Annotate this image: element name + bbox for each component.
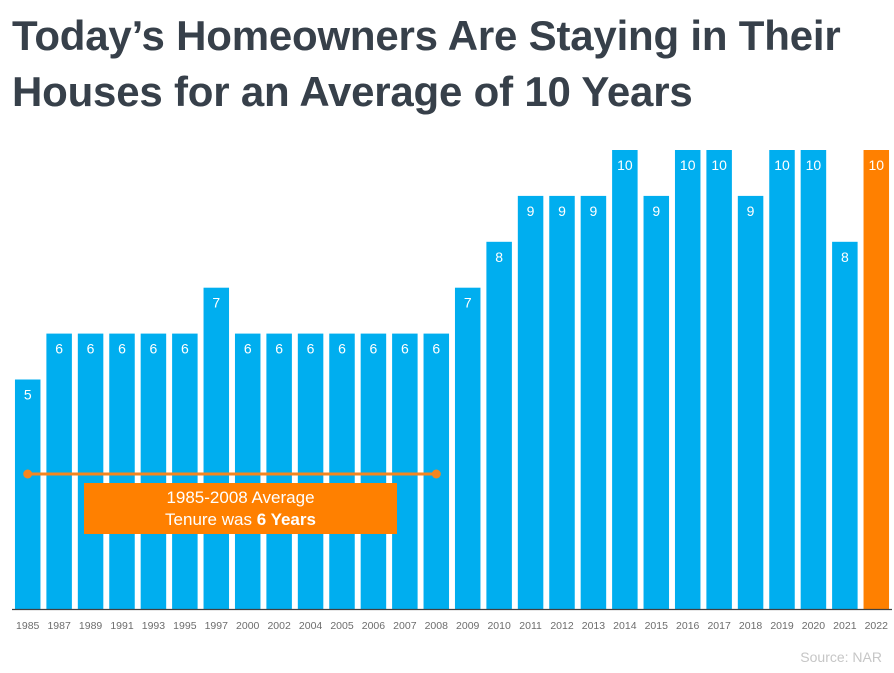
x-tick-label-2005: 2005 bbox=[330, 620, 354, 632]
x-tick-label-2014: 2014 bbox=[613, 620, 637, 632]
bar-2005 bbox=[329, 333, 355, 609]
chart-title: Today’s Homeowners Are Staying in Their … bbox=[12, 12, 841, 115]
bar-2019 bbox=[769, 150, 795, 609]
x-tick-label-2010: 2010 bbox=[487, 620, 511, 632]
data-label-2000: 6 bbox=[244, 341, 252, 357]
callout-line-1: 1985-2008 Average bbox=[166, 488, 315, 507]
data-label-2012: 9 bbox=[558, 203, 566, 219]
x-tick-label-1997: 1997 bbox=[205, 620, 229, 632]
callout-line-2-prefix: Tenure was bbox=[165, 510, 257, 529]
x-tick-label-2018: 2018 bbox=[739, 620, 763, 632]
x-tick-label-2015: 2015 bbox=[645, 620, 669, 632]
x-tick-label-2009: 2009 bbox=[456, 620, 480, 632]
callout-line-2-bold: 6 Years bbox=[256, 510, 316, 529]
x-tick-label-1995: 1995 bbox=[173, 620, 197, 632]
data-label-2014: 10 bbox=[617, 157, 633, 173]
source-note: Source: NAR bbox=[800, 649, 882, 665]
bar-2022 bbox=[863, 150, 890, 609]
data-label-group: 5 6 6 6 6 6 7 6 6 6 6 6 6 6 7 8 9 9 9 10 9 10 10 9 10 10 8 10 bbox=[24, 157, 884, 403]
data-label-2018: 9 bbox=[747, 203, 755, 219]
bar-2013 bbox=[580, 195, 607, 609]
data-label-2008: 6 bbox=[432, 341, 440, 357]
x-tick-label-1989: 1989 bbox=[79, 620, 103, 632]
data-label-1985: 5 bbox=[24, 387, 32, 403]
bar-2002 bbox=[266, 333, 292, 609]
data-label-1987: 6 bbox=[55, 341, 63, 357]
average-line-group bbox=[23, 469, 441, 479]
data-label-1991: 6 bbox=[118, 341, 126, 357]
average-line-end-dot bbox=[431, 469, 441, 479]
bar-2015 bbox=[643, 195, 670, 609]
x-tick-label-2021: 2021 bbox=[833, 620, 857, 632]
data-label-2022: 10 bbox=[868, 157, 884, 173]
data-label-2005: 6 bbox=[338, 341, 346, 357]
data-label-1989: 6 bbox=[87, 341, 95, 357]
data-label-2009: 7 bbox=[464, 295, 472, 311]
bar-2017 bbox=[706, 150, 732, 609]
bar-2014 bbox=[612, 150, 638, 609]
data-label-2006: 6 bbox=[370, 341, 378, 357]
x-tick-label-2017: 2017 bbox=[707, 620, 731, 632]
data-label-2011: 9 bbox=[527, 203, 535, 219]
x-tick-label-2007: 2007 bbox=[393, 620, 417, 632]
x-tick-label-group: 1985 1987 1989 1991 1993 1995 1997 2000 2002 2004… bbox=[16, 620, 888, 632]
x-tick-label-1993: 1993 bbox=[142, 620, 166, 632]
bar-2004 bbox=[297, 333, 324, 609]
x-tick-label-2008: 2008 bbox=[425, 620, 449, 632]
data-label-2004: 6 bbox=[307, 341, 315, 357]
x-tick-label-2016: 2016 bbox=[676, 620, 700, 632]
bar-2021 bbox=[832, 241, 858, 610]
bar-2010 bbox=[486, 241, 512, 610]
bar-1987 bbox=[46, 333, 72, 609]
x-tick-label-1991: 1991 bbox=[110, 620, 134, 632]
x-tick-label-2020: 2020 bbox=[802, 620, 826, 632]
bar-2020 bbox=[800, 150, 827, 609]
bar-2000 bbox=[234, 333, 261, 609]
bar-2018 bbox=[737, 195, 764, 609]
data-label-2002: 6 bbox=[275, 341, 283, 357]
callout-line-2: Tenure was 6 Years bbox=[84, 509, 397, 531]
bar-group bbox=[14, 150, 890, 610]
bar-2007 bbox=[392, 333, 418, 609]
data-label-2016: 10 bbox=[680, 157, 696, 173]
bar-1989 bbox=[77, 333, 104, 609]
data-label-2017: 10 bbox=[711, 157, 727, 173]
bar-2006 bbox=[360, 333, 387, 609]
bar-2012 bbox=[549, 195, 575, 609]
x-tick-label-2022: 2022 bbox=[865, 620, 889, 632]
x-tick-label-2013: 2013 bbox=[582, 620, 606, 632]
data-label-1997: 7 bbox=[212, 295, 220, 311]
x-tick-label-1987: 1987 bbox=[47, 620, 71, 632]
bar-1985 bbox=[14, 379, 41, 609]
x-tick-label-2000: 2000 bbox=[236, 620, 260, 632]
bar-1991 bbox=[109, 333, 135, 609]
bar-2011 bbox=[517, 195, 544, 609]
bar-1993 bbox=[140, 333, 167, 609]
data-label-2020: 10 bbox=[806, 157, 822, 173]
x-tick-label-2006: 2006 bbox=[362, 620, 386, 632]
bar-1997 bbox=[203, 287, 230, 609]
x-tick-label-2012: 2012 bbox=[550, 620, 574, 632]
data-label-2010: 8 bbox=[495, 249, 503, 265]
data-label-2021: 8 bbox=[841, 249, 849, 265]
bar-2009 bbox=[454, 287, 481, 609]
average-line-start-dot bbox=[23, 469, 33, 479]
data-label-2015: 9 bbox=[652, 203, 660, 219]
x-tick-label-1985: 1985 bbox=[16, 620, 40, 632]
x-tick-label-2004: 2004 bbox=[299, 620, 323, 632]
data-label-1993: 6 bbox=[150, 341, 158, 357]
x-tick-label-2011: 2011 bbox=[519, 620, 542, 632]
data-label-2019: 10 bbox=[774, 157, 790, 173]
bar-1995 bbox=[172, 333, 198, 609]
x-tick-label-2019: 2019 bbox=[770, 620, 794, 632]
data-label-2013: 9 bbox=[590, 203, 598, 219]
bar-2016 bbox=[674, 150, 701, 609]
average-callout: 1985-2008 Average Tenure was 6 Years bbox=[84, 483, 397, 534]
data-label-1995: 6 bbox=[181, 341, 189, 357]
data-label-2007: 6 bbox=[401, 341, 409, 357]
x-tick-label-2002: 2002 bbox=[267, 620, 291, 632]
